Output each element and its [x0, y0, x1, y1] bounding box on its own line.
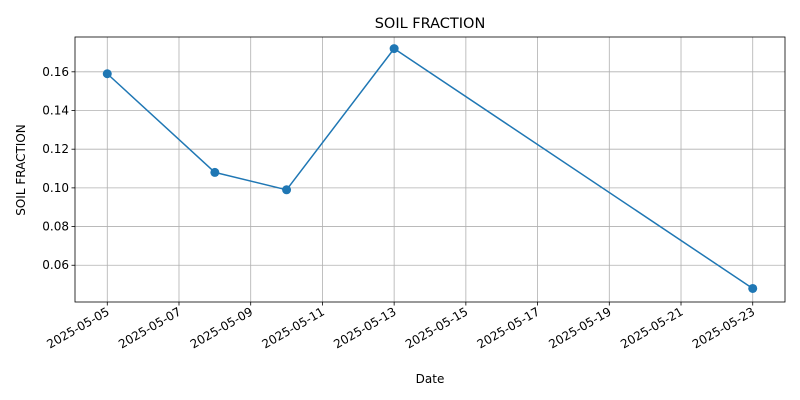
data-point [210, 167, 220, 177]
y-tick-label: 0.10 [42, 181, 69, 195]
y-axis-title: SOIL FRACTION [14, 124, 28, 216]
y-tick-label: 0.16 [42, 65, 69, 79]
data-point [282, 185, 292, 195]
data-point [748, 283, 758, 293]
y-tick-label: 0.14 [42, 104, 69, 118]
y-tick-label: 0.08 [42, 220, 69, 234]
grid [75, 37, 785, 302]
series-group [102, 44, 758, 293]
y-tick-label: 0.06 [42, 258, 69, 272]
chart-title: SOIL FRACTION [375, 16, 486, 32]
data-point [389, 44, 399, 54]
plot-area-frame [74, 36, 786, 303]
x-axis-title: Date [416, 372, 445, 386]
y-tick-label: 0.12 [42, 142, 69, 156]
data-point [102, 69, 112, 79]
